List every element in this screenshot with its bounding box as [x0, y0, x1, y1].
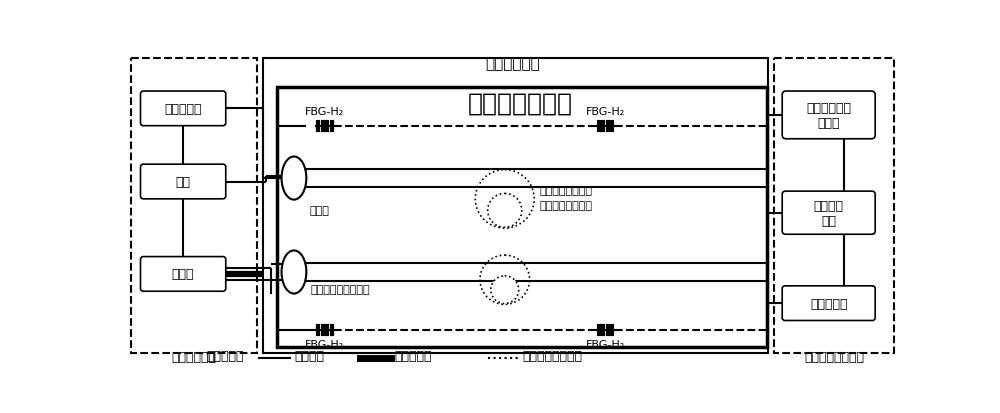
FancyBboxPatch shape	[782, 286, 875, 321]
Text: 电气连接线: 电气连接线	[395, 349, 432, 362]
Text: 光源系统单元: 光源系统单元	[171, 350, 216, 363]
FancyBboxPatch shape	[140, 257, 226, 292]
Text: 线型说明：: 线型说明：	[206, 349, 244, 362]
Text: 检测采集分析单元: 检测采集分析单元	[804, 350, 864, 363]
Text: 光源控制器: 光源控制器	[164, 102, 202, 116]
Bar	[131, 59, 257, 353]
Bar	[277, 88, 767, 348]
Ellipse shape	[488, 194, 522, 228]
Text: FBG-H₂: FBG-H₂	[586, 339, 625, 349]
FancyBboxPatch shape	[140, 165, 226, 199]
Text: 波长解调
装置: 波长解调 装置	[814, 199, 844, 227]
Text: 光源: 光源	[176, 176, 191, 189]
Text: 电力变压器腔体: 电力变压器腔体	[468, 91, 573, 115]
Text: 构成的环形衰荡腔: 构成的环形衰荡腔	[540, 200, 593, 211]
Text: 光开关: 光开关	[172, 268, 194, 281]
Bar	[263, 59, 768, 353]
Text: 空心光子晶体光纤: 空心光子晶体光纤	[523, 349, 583, 362]
Text: 空心光子晶体光纤: 空心光子晶体光纤	[540, 185, 593, 195]
Ellipse shape	[282, 251, 306, 294]
FancyBboxPatch shape	[140, 92, 226, 126]
Text: 数据采集与分
析装置: 数据采集与分 析装置	[806, 102, 851, 130]
Text: 单模光纤: 单模光纤	[294, 349, 324, 362]
Text: 光强探测器: 光强探测器	[810, 297, 847, 310]
Text: 耦合器: 耦合器	[309, 206, 329, 216]
Ellipse shape	[491, 276, 519, 304]
Text: FBG-H₂: FBG-H₂	[586, 107, 625, 117]
FancyBboxPatch shape	[782, 92, 875, 140]
Text: FBG-H₂: FBG-H₂	[305, 107, 345, 117]
Text: 传感布置单元: 传感布置单元	[485, 56, 540, 71]
Text: FBG-H₂: FBG-H₂	[305, 339, 345, 349]
Text: 连接至波长解调装置: 连接至波长解调装置	[310, 284, 370, 294]
Ellipse shape	[282, 157, 306, 200]
Bar	[774, 59, 894, 353]
FancyBboxPatch shape	[782, 192, 875, 235]
